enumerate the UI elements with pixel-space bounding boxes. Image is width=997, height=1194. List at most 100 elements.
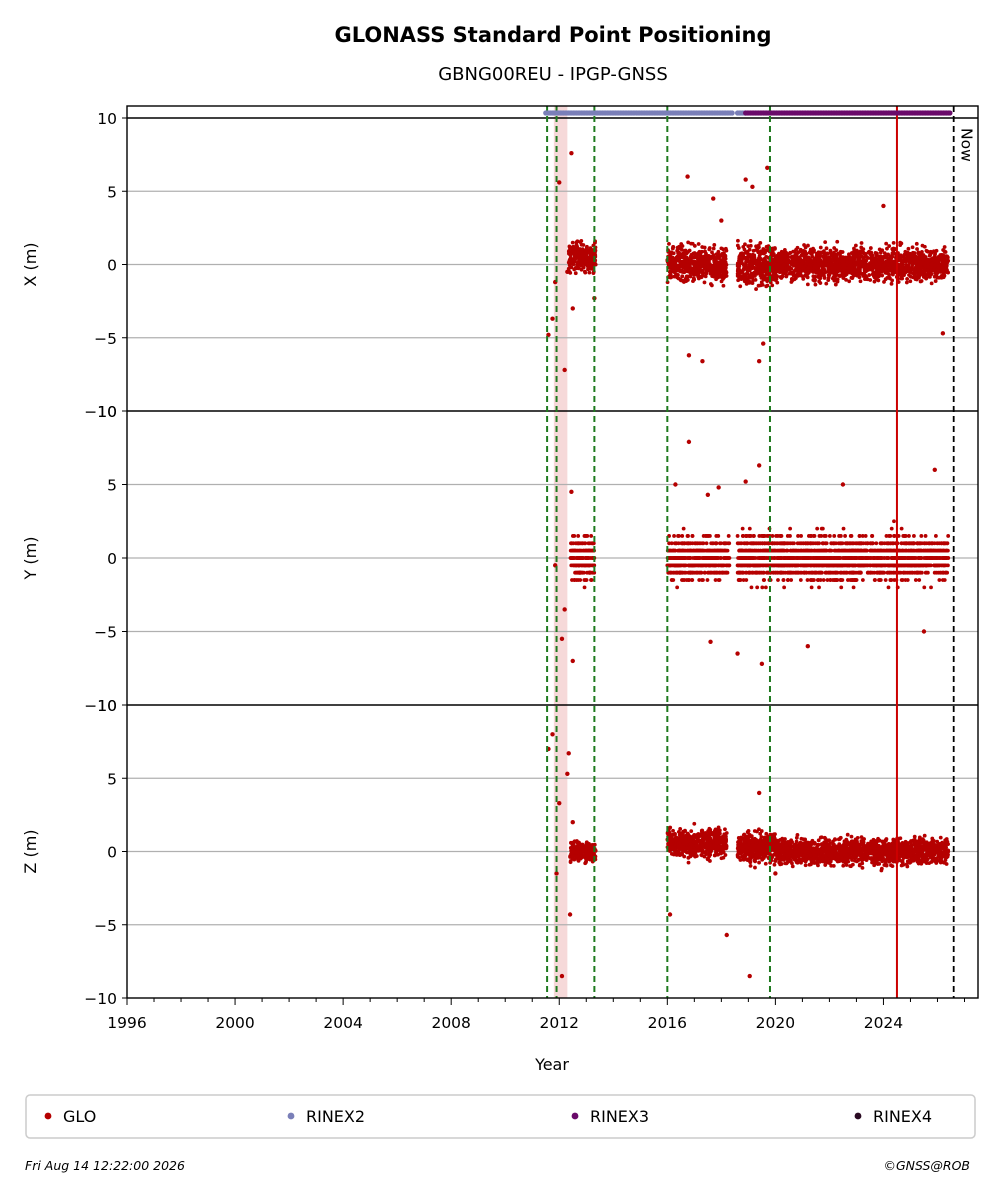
data-point [770, 249, 775, 254]
data-point [837, 273, 842, 278]
y-tick-label: −5 [94, 624, 117, 642]
data-point [945, 268, 949, 272]
data-point [880, 273, 885, 278]
data-point [836, 263, 841, 268]
data-point [679, 247, 684, 252]
chart-title: GLONASS Standard Point Positioning [335, 23, 772, 47]
data-point [712, 243, 717, 247]
data-point [859, 245, 864, 250]
data-point [720, 275, 725, 280]
data-point [680, 274, 685, 279]
data-point [827, 272, 832, 277]
data-point [876, 274, 880, 279]
outlier-point [550, 316, 555, 321]
data-point [570, 556, 575, 560]
data-point [745, 249, 750, 254]
data-point [692, 570, 697, 575]
data-point [823, 534, 828, 538]
data-point [699, 275, 704, 280]
data-point [850, 269, 855, 274]
data-point [673, 260, 677, 265]
data-point [755, 585, 760, 590]
data-point [699, 570, 704, 575]
data-point [582, 585, 587, 590]
data-point [824, 281, 829, 286]
data-point [934, 534, 938, 538]
data-point [815, 526, 820, 531]
data-point [694, 263, 699, 268]
data-point [581, 265, 586, 270]
data-point [797, 267, 801, 272]
data-point [680, 244, 685, 248]
data-point [833, 282, 838, 287]
data-point [929, 281, 934, 286]
data-point [824, 246, 829, 251]
data-point [724, 273, 729, 278]
data-point [711, 246, 716, 251]
data-point [921, 273, 926, 278]
data-point [781, 563, 786, 568]
data-point [924, 275, 929, 280]
data-point [877, 256, 882, 261]
data-point [806, 243, 810, 248]
data-point [578, 259, 583, 264]
data-point [675, 273, 680, 277]
data-point [754, 269, 759, 274]
outlier-point [761, 341, 766, 346]
data-point [693, 272, 698, 277]
data-point [775, 534, 780, 538]
data-point [869, 259, 874, 263]
data-point [795, 250, 800, 255]
data-point [592, 251, 597, 256]
data-point [835, 279, 840, 284]
data-point [818, 250, 823, 255]
data-point [676, 256, 681, 260]
y-tick-label: 5 [107, 477, 117, 495]
data-point [853, 243, 858, 248]
data-point [671, 578, 676, 582]
data-point [818, 245, 823, 250]
data-point [795, 271, 800, 276]
data-point [688, 254, 693, 259]
outlier-point [685, 174, 690, 179]
data-point [585, 263, 590, 267]
data-point [736, 246, 741, 250]
data-point [864, 258, 869, 263]
data-point [815, 256, 820, 261]
data-point [583, 259, 588, 264]
outlier-point [765, 165, 770, 171]
data-point [791, 257, 796, 262]
data-point [702, 556, 707, 560]
data-point [703, 260, 708, 265]
data-point [888, 534, 893, 538]
data-point [849, 265, 854, 269]
data-point [569, 260, 574, 265]
data-point [684, 251, 689, 256]
data-point [899, 269, 903, 274]
data-point [720, 266, 725, 271]
data-point [901, 260, 906, 264]
data-point [760, 273, 764, 277]
data-point [578, 541, 583, 546]
data-point [884, 241, 889, 246]
data-point [942, 578, 947, 582]
data-point [817, 534, 822, 538]
data-point [751, 278, 755, 283]
outlier-point [569, 150, 574, 156]
data-point [884, 255, 889, 260]
data-point [716, 548, 721, 553]
data-point [681, 526, 686, 531]
data-point [908, 255, 913, 259]
data-point [848, 534, 853, 538]
data-point [933, 252, 937, 257]
data-point [884, 261, 889, 266]
data-point [684, 274, 689, 279]
y-axis-label: X (m) [21, 242, 40, 286]
data-point [847, 279, 852, 284]
data-point [684, 578, 689, 582]
data-point [747, 526, 752, 531]
data-point [704, 271, 709, 276]
data-point [691, 260, 695, 265]
data-point [912, 274, 917, 279]
data-point [904, 264, 909, 269]
